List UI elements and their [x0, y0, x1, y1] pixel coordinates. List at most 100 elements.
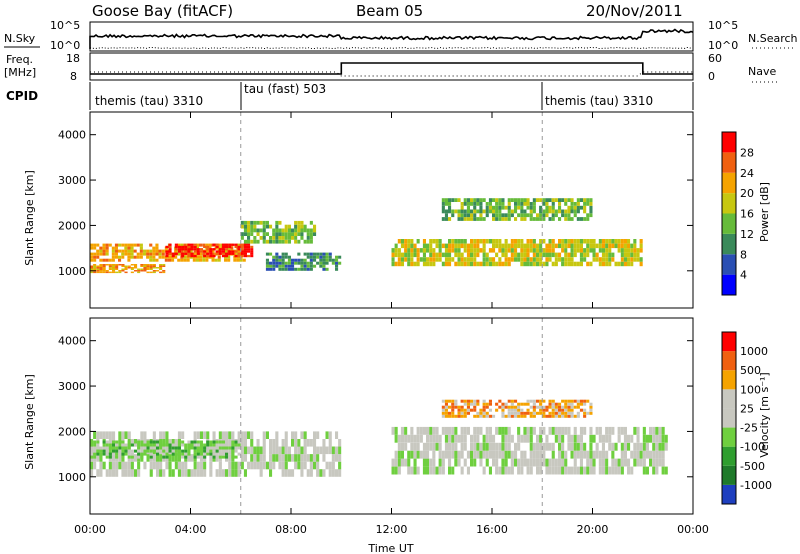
heatmap-cell-0 [102, 258, 106, 262]
heatmap-cell-5 [583, 252, 587, 258]
heatmap-cell-1 [529, 466, 533, 475]
heatmap-cell-1 [215, 243, 219, 246]
heatmap-cell-0 [183, 243, 187, 247]
heatmap-cell-1 [404, 458, 408, 467]
heatmap-cell-1 [652, 434, 656, 443]
heatmap-cell-2 [137, 268, 141, 270]
heatmap-cell-4 [328, 255, 332, 259]
heatmap-cell-4 [278, 264, 282, 268]
heatmap-cell-0 [139, 243, 143, 247]
heatmap-cell-5 [573, 243, 577, 249]
heatmap-cell-0 [242, 258, 246, 262]
heatmap-cell-0 [118, 431, 122, 439]
heatmap-cell-1 [470, 434, 474, 443]
heatmap-cell-1 [623, 450, 627, 459]
heatmap-cell-3 [444, 402, 448, 406]
heatmap-cell-6 [488, 205, 492, 210]
heatmap-cell-0 [118, 255, 122, 259]
heatmap-cell-5 [623, 248, 627, 253]
heatmap-cell-6 [536, 217, 540, 221]
heatmap-cell-6 [488, 202, 492, 206]
heatmap-cell-5 [620, 239, 624, 244]
heatmap-cell-2 [140, 455, 144, 459]
heatmap-cell-1 [416, 434, 420, 443]
heatmap-cell-5 [407, 239, 411, 244]
heatmap-cell-2 [143, 267, 147, 269]
heatmap-cell-5 [416, 239, 420, 244]
heatmap-cell-0 [111, 252, 115, 256]
heatmap-cell-1 [460, 434, 464, 443]
heatmap-cell-3 [253, 220, 257, 225]
heatmap-cell-3 [510, 402, 514, 406]
heatmap-cell-2 [184, 446, 188, 450]
heatmap-cell-0 [316, 431, 320, 439]
heatmap-cell-2 [162, 265, 166, 267]
colorbar-swatch [722, 152, 736, 173]
heatmap-cell-2 [112, 271, 116, 274]
heatmap-cell-0 [265, 431, 269, 439]
heatmap-cell-1 [479, 426, 483, 435]
heatmap-cell-2 [184, 455, 188, 459]
heatmap-cell-1 [601, 450, 605, 459]
heatmap-cell-0 [127, 246, 131, 250]
heatmap-cell-0 [236, 249, 240, 253]
heatmap-cell-1 [228, 250, 232, 253]
heatmap-cell-6 [561, 209, 565, 214]
heatmap-cell-6 [532, 209, 536, 214]
heatmap-cell-2 [193, 455, 197, 459]
heatmap-cell-2 [168, 455, 172, 459]
colorbar-frame [721, 331, 737, 505]
heatmap-cell-1 [495, 442, 499, 451]
heatmap-cell-5 [410, 257, 414, 262]
heatmap-cell-1 [507, 450, 511, 459]
heatmap-cell-3 [514, 399, 518, 403]
heatmap-cell-0 [152, 246, 156, 250]
heatmap-cell-5 [526, 257, 530, 262]
heatmap-cell-1 [171, 254, 175, 258]
heatmap-cell-1 [215, 252, 219, 255]
heatmap-cell-5 [608, 252, 612, 258]
heatmap-cell-2 [115, 443, 119, 447]
heatmap-cell-1 [407, 458, 411, 467]
heatmap-cell-5 [460, 239, 464, 244]
heatmap-cell-0 [165, 446, 169, 455]
heatmap-cell-1 [203, 245, 207, 249]
heatmap-cell-1 [240, 254, 244, 258]
heatmap-cell-1 [623, 426, 627, 435]
heatmap-cell-5 [586, 239, 590, 244]
heatmap-cell-0 [202, 258, 206, 262]
heatmap-cell-1 [470, 442, 474, 451]
heatmap-cell-5 [532, 261, 536, 267]
heatmap-cell-5 [432, 261, 436, 267]
heatmap-cell-2 [156, 440, 160, 444]
heatmap-cell-3 [470, 408, 474, 412]
heatmap-cell-0 [231, 469, 235, 477]
heatmap-cell-6 [554, 213, 558, 218]
heatmap-cell-5 [570, 239, 574, 244]
heatmap-cell-3 [309, 236, 313, 240]
heatmap-cell-5 [514, 252, 518, 258]
heatmap-cell-0 [322, 446, 326, 455]
heatmap-cell-2 [215, 443, 219, 447]
heatmap-cell-2 [221, 440, 225, 444]
heatmap-cell-5 [573, 252, 577, 258]
heatmap-cell-1 [422, 458, 426, 467]
heatmap-cell-1 [551, 458, 555, 467]
heatmap-cell-5 [507, 261, 511, 267]
heatmap-cell-2 [177, 440, 181, 444]
heatmap-cell-1 [174, 248, 178, 251]
heatmap-cell-1 [645, 466, 649, 475]
heatmap-cell-0 [250, 461, 254, 470]
heatmap-cell-4 [287, 264, 291, 268]
heatmap-cell-1 [225, 248, 229, 251]
heatmap-cell-2 [156, 267, 160, 269]
heatmap-cell-5 [586, 252, 590, 258]
heatmap-cell-5 [510, 257, 514, 262]
heatmap-cell-0 [294, 446, 298, 455]
heatmap-cell-1 [243, 245, 247, 249]
heatmap-cell-1 [495, 426, 499, 435]
colorbar-swatch [722, 193, 736, 214]
heatmap-cell-5 [391, 252, 395, 258]
heatmap-cell-2 [171, 443, 175, 447]
heatmap-cell-4 [275, 264, 279, 268]
